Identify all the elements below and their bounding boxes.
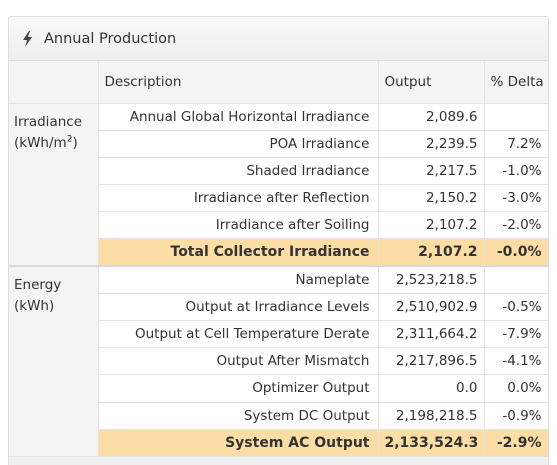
panel-footer [9, 459, 548, 465]
panel-title: Annual Production [44, 30, 177, 47]
row-description: Total Collector Irradiance [97, 238, 379, 267]
row-output: 2,311,664.2 [377, 319, 485, 349]
row-delta [483, 265, 548, 294]
row-delta: -4.1% [483, 347, 548, 376]
row-description: System DC Output [97, 401, 379, 430]
row-delta: -1.0% [483, 156, 548, 186]
total-row: Total Collector Irradiance 2,107.2 -0.0% [9, 238, 548, 267]
row-output: 2,107.2 [377, 211, 485, 240]
row-description: Output After Mismatch [97, 347, 379, 376]
category-name: Energy [14, 277, 62, 294]
table-row: System DC Output 2,198,218.5 -0.9% [9, 401, 548, 430]
table-row: Irradiance (kWh/m2) Annual Global Horizont… [9, 102, 548, 267]
column-header-category [9, 61, 99, 104]
row-delta: -2.0% [483, 211, 548, 240]
row-description: System AC Output [97, 428, 379, 457]
row-description: Output at Cell Temperature Derate [97, 319, 379, 349]
table-row: Optimizer Output 0.0 0.0% [9, 374, 548, 403]
category-name: Irradiance [14, 113, 82, 130]
table-row: Output After Mismatch 2,217,896.5 -4.1% [9, 347, 548, 376]
category-unit-prefix: (kWh) [14, 298, 55, 315]
table-row: Output at Cell Temperature Derate 2,311,6… [9, 319, 548, 349]
group-category-label: Energy (kWh) [9, 265, 99, 457]
table-row: POA Irradiance 2,239.5 7.2% [9, 129, 548, 158]
table-row: Irradiance after Reflection 2,150.2 -3.0% [9, 184, 548, 213]
row-description: Optimizer Output [97, 374, 379, 403]
category-unit-prefix: (kWh/m [14, 134, 67, 151]
panel-header: Annual Production [9, 17, 548, 61]
row-output: 0.0 [377, 374, 485, 403]
category-unit: (kWh/m2) [14, 133, 92, 154]
category-unit-exponent: 2 [66, 134, 73, 144]
group-category-label: Irradiance (kWh/m2) [9, 102, 99, 267]
row-delta: -0.5% [483, 292, 548, 322]
row-description: Shaded Irradiance [97, 156, 379, 186]
row-output: 2,217.5 [377, 156, 485, 186]
annual-production-panel: Annual Production Description Output % D… [8, 16, 549, 465]
row-description: Annual Global Horizontal Irradiance [97, 102, 379, 131]
row-delta: 7.2% [483, 129, 548, 158]
column-header-output: Output [377, 61, 485, 104]
row-delta: -7.9% [483, 319, 548, 349]
total-row: System AC Output 2,133,524.3 -2.9% [9, 428, 548, 457]
row-description: Nameplate [97, 265, 379, 294]
row-description: POA Irradiance [97, 129, 379, 158]
lightning-bolt-icon [22, 30, 34, 47]
row-delta: -0.9% [483, 401, 548, 430]
table-row: Shaded Irradiance 2,217.5 -1.0% [9, 156, 548, 186]
row-output: 2,523,218.5 [377, 265, 485, 294]
row-description: Output at Irradiance Levels [97, 292, 379, 322]
row-delta [483, 102, 548, 131]
row-description: Irradiance after Soiling [97, 211, 379, 240]
row-output: 2,150.2 [377, 184, 485, 213]
column-header-delta: % Delta [483, 61, 548, 104]
production-table: Description Output % Delta Irradiance (kW… [9, 61, 548, 457]
category-unit-suffix: ) [72, 134, 78, 151]
row-output: 2,239.5 [377, 129, 485, 158]
row-output: 2,510,902.9 [377, 292, 485, 322]
row-description: Irradiance after Reflection [97, 184, 379, 213]
row-output: 2,198,218.5 [377, 401, 485, 430]
table-row: Output at Irradiance Levels 2,510,902.9 -0… [9, 292, 548, 322]
table-row: Energy (kWh) Nameplate 2,523,218.5 [9, 265, 548, 457]
row-output: 2,217,896.5 [377, 347, 485, 376]
row-delta: -3.0% [483, 184, 548, 213]
column-header-description: Description [97, 61, 379, 104]
row-output: 2,089.6 [377, 102, 485, 131]
table-header-row: Description Output % Delta [9, 61, 548, 104]
row-output: 2,107.2 [377, 238, 485, 267]
row-delta: -2.9% [483, 428, 548, 457]
row-delta: 0.0% [483, 374, 548, 403]
row-output: 2,133,524.3 [377, 428, 485, 457]
category-unit: (kWh) [14, 296, 92, 317]
row-delta: -0.0% [483, 238, 548, 267]
